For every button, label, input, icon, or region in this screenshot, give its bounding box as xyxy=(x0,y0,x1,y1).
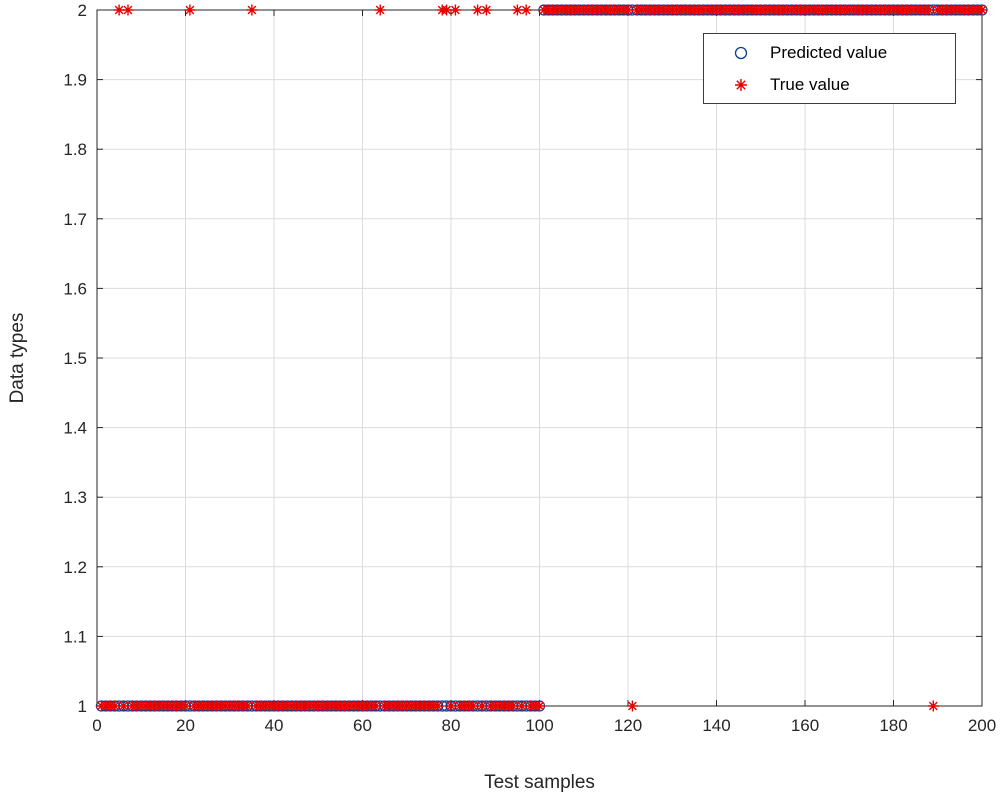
y-tick-label: 2 xyxy=(78,1,87,20)
true-marker xyxy=(122,4,134,16)
legend-item-true: True value xyxy=(704,71,955,99)
x-tick-label: 140 xyxy=(702,716,730,735)
x-tick-label: 40 xyxy=(265,716,284,735)
true-marker xyxy=(480,4,492,16)
y-tick-label: 1.5 xyxy=(63,349,87,368)
true-marker xyxy=(516,700,528,712)
x-tick-label: 80 xyxy=(442,716,461,735)
true-marker xyxy=(534,700,545,712)
true-marker xyxy=(441,4,453,16)
true-marker xyxy=(507,700,519,712)
x-tick-label: 160 xyxy=(791,716,819,735)
legend-label-predicted: Predicted value xyxy=(770,42,888,62)
true-marker xyxy=(242,700,253,712)
true-series xyxy=(95,4,988,712)
true-marker xyxy=(520,4,532,16)
grid-lines xyxy=(96,9,983,707)
true-marker xyxy=(622,4,634,16)
x-tick-label: 180 xyxy=(879,716,907,735)
predicted-circle-marker-icon xyxy=(718,43,764,63)
true-marker xyxy=(118,700,130,712)
true-marker xyxy=(626,700,638,712)
x-tick-label: 20 xyxy=(176,716,195,735)
y-tick-label: 1.8 xyxy=(63,140,87,159)
legend: Predicted value True value xyxy=(703,33,956,104)
y-axis-label: Data types xyxy=(7,312,28,404)
true-marker xyxy=(432,700,444,712)
y-tick-label: 1.7 xyxy=(63,210,87,229)
true-marker xyxy=(180,700,191,712)
true-marker xyxy=(445,700,457,712)
true-marker xyxy=(511,4,523,16)
true-marker xyxy=(113,4,125,16)
true-marker xyxy=(370,700,382,712)
y-tick-label: 1.6 xyxy=(63,279,87,298)
legend-item-predicted: Predicted value xyxy=(704,39,955,67)
legend-label-true: True value xyxy=(770,74,850,94)
true-marker xyxy=(449,4,461,16)
true-marker xyxy=(472,4,484,16)
true-marker xyxy=(374,4,386,16)
true-marker xyxy=(109,700,121,712)
x-tick-label: 60 xyxy=(353,716,372,735)
x-tick-label: 0 xyxy=(92,716,101,735)
true-marker xyxy=(184,4,196,16)
y-tick-label: 1.1 xyxy=(63,627,87,646)
x-tick-label: 100 xyxy=(525,716,553,735)
true-marker xyxy=(476,700,488,712)
y-tick-label: 1.9 xyxy=(63,71,87,90)
true-asterisk-marker-icon xyxy=(718,75,764,95)
true-marker xyxy=(976,4,988,16)
x-axis-label: Test samples xyxy=(484,772,595,793)
x-tick-label: 120 xyxy=(614,716,642,735)
true-marker xyxy=(923,4,935,16)
y-tick-label: 1.4 xyxy=(63,419,87,438)
true-marker xyxy=(927,700,939,712)
y-tick-label: 1 xyxy=(78,697,87,716)
true-marker xyxy=(467,700,479,712)
x-tick-label: 200 xyxy=(968,716,996,735)
y-tick-label: 1.2 xyxy=(63,558,87,577)
true-marker xyxy=(246,4,258,16)
y-tick-label: 1.3 xyxy=(63,488,87,507)
